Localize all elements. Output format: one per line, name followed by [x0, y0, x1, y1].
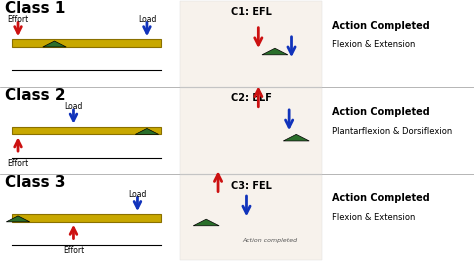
FancyBboxPatch shape [180, 1, 322, 87]
Text: C1: EFL: C1: EFL [231, 7, 272, 16]
Text: Action Completed: Action Completed [332, 21, 429, 31]
Text: Flexion & Extension: Flexion & Extension [332, 213, 415, 222]
Text: Flexion & Extension: Flexion & Extension [332, 40, 415, 49]
Text: Class 2: Class 2 [5, 88, 65, 103]
Polygon shape [6, 216, 30, 222]
Text: Action Completed: Action Completed [332, 107, 429, 117]
Text: Action Completed: Action Completed [332, 193, 429, 203]
Text: Class 3: Class 3 [5, 175, 65, 190]
FancyBboxPatch shape [12, 127, 161, 134]
Text: Plantarflexion & Dorsiflexion: Plantarflexion & Dorsiflexion [332, 127, 452, 135]
Text: C2: ELF: C2: ELF [231, 93, 272, 103]
Polygon shape [43, 41, 66, 47]
Text: Load: Load [64, 102, 82, 111]
FancyBboxPatch shape [180, 88, 322, 174]
Text: Effort: Effort [63, 246, 84, 255]
Polygon shape [193, 219, 219, 226]
Text: Effort: Effort [8, 15, 28, 24]
FancyBboxPatch shape [12, 214, 161, 222]
Text: Load: Load [128, 190, 146, 199]
Polygon shape [135, 128, 159, 134]
Text: Class 1: Class 1 [5, 1, 65, 16]
Text: C3: FEL: C3: FEL [231, 181, 272, 191]
Text: Load: Load [138, 15, 156, 24]
Text: Action completed: Action completed [243, 238, 298, 243]
FancyBboxPatch shape [180, 175, 322, 260]
Text: Effort: Effort [8, 159, 28, 168]
Polygon shape [262, 48, 288, 55]
FancyBboxPatch shape [12, 39, 161, 47]
Polygon shape [283, 134, 309, 141]
